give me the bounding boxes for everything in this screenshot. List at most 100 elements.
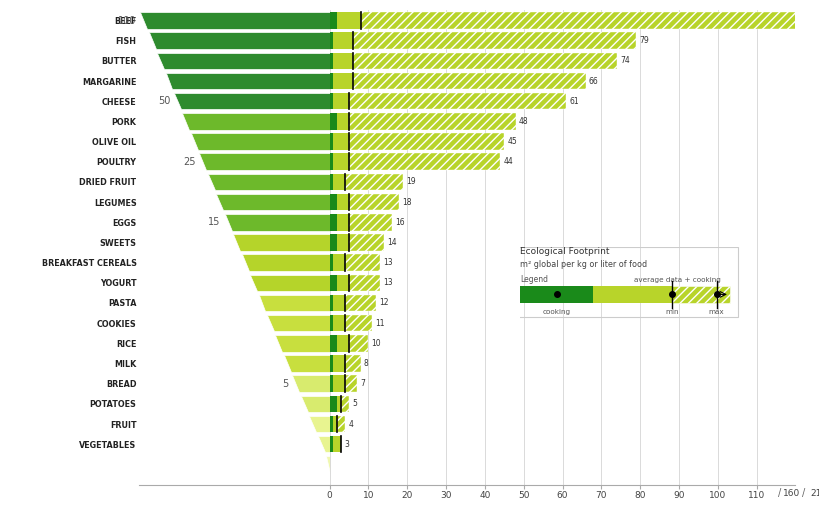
Bar: [329, 335, 337, 352]
Polygon shape: [174, 93, 329, 109]
Bar: [329, 93, 333, 109]
Bar: [337, 416, 345, 432]
Bar: [333, 436, 341, 452]
Bar: [345, 376, 356, 392]
Bar: [360, 12, 819, 29]
Bar: [329, 315, 333, 331]
Bar: [329, 395, 337, 412]
Bar: [329, 295, 333, 311]
Text: 7: 7: [360, 379, 364, 388]
Bar: [329, 133, 333, 150]
Text: 5: 5: [282, 379, 288, 389]
Text: 14: 14: [387, 238, 396, 247]
Bar: [329, 113, 337, 130]
Text: 15: 15: [208, 217, 220, 227]
Text: 160: 160: [782, 489, 799, 498]
Text: /: /: [777, 488, 781, 498]
Polygon shape: [191, 133, 329, 150]
Text: 11: 11: [375, 319, 384, 328]
Bar: [337, 335, 349, 352]
Text: 12: 12: [379, 299, 388, 307]
Bar: [333, 295, 345, 311]
Bar: [329, 214, 337, 230]
Bar: [352, 32, 636, 49]
Polygon shape: [140, 12, 329, 29]
Text: 3: 3: [344, 440, 349, 449]
Polygon shape: [216, 194, 329, 210]
Polygon shape: [148, 32, 329, 49]
Bar: [352, 53, 616, 69]
Bar: [345, 295, 376, 311]
Bar: [349, 133, 504, 150]
Text: 8: 8: [364, 359, 368, 368]
Bar: [329, 416, 333, 432]
Text: 13: 13: [382, 258, 392, 267]
Bar: [329, 234, 337, 251]
Bar: [337, 194, 349, 210]
Bar: [333, 254, 345, 271]
Bar: [329, 154, 333, 170]
Bar: [329, 436, 333, 452]
Bar: [349, 234, 383, 251]
Bar: [349, 335, 368, 352]
Text: 18: 18: [402, 197, 412, 207]
Polygon shape: [258, 295, 329, 311]
Bar: [349, 194, 399, 210]
Polygon shape: [317, 436, 329, 452]
Text: /: /: [800, 488, 803, 498]
Text: 45: 45: [507, 137, 517, 146]
Text: 25: 25: [183, 157, 195, 167]
Text: 13: 13: [382, 278, 392, 287]
Bar: [352, 73, 585, 89]
Bar: [329, 173, 333, 190]
Bar: [333, 173, 345, 190]
Bar: [329, 355, 333, 372]
Text: 74: 74: [619, 56, 629, 65]
Bar: [345, 315, 372, 331]
Bar: [333, 355, 345, 372]
Bar: [345, 173, 403, 190]
Text: 210: 210: [809, 489, 819, 498]
Bar: [345, 254, 379, 271]
Bar: [337, 234, 349, 251]
Polygon shape: [275, 335, 329, 352]
Bar: [329, 376, 333, 392]
Bar: [337, 12, 360, 29]
Bar: [333, 416, 337, 432]
Text: 4: 4: [348, 419, 353, 428]
Text: 66: 66: [588, 77, 598, 85]
Text: 48: 48: [518, 117, 528, 126]
Bar: [329, 32, 333, 49]
Text: 79: 79: [639, 36, 649, 45]
Bar: [329, 254, 333, 271]
Bar: [349, 113, 515, 130]
Text: 16: 16: [394, 218, 404, 227]
Bar: [333, 376, 345, 392]
Polygon shape: [283, 355, 329, 372]
Polygon shape: [165, 73, 329, 89]
Text: 10: 10: [371, 339, 381, 348]
Text: 5: 5: [351, 399, 356, 408]
Bar: [333, 53, 352, 69]
Text: 44: 44: [503, 157, 513, 166]
Bar: [333, 154, 349, 170]
Bar: [333, 315, 345, 331]
Bar: [349, 275, 379, 291]
Bar: [349, 154, 500, 170]
Bar: [337, 275, 349, 291]
Text: 50: 50: [157, 96, 170, 106]
Bar: [341, 395, 349, 412]
Polygon shape: [233, 234, 329, 251]
Bar: [333, 32, 352, 49]
Polygon shape: [242, 254, 329, 271]
Bar: [329, 12, 337, 29]
Polygon shape: [157, 53, 329, 69]
Bar: [329, 275, 337, 291]
Text: 61: 61: [568, 97, 578, 106]
Text: 100: 100: [118, 16, 136, 26]
Text: 19: 19: [406, 178, 415, 187]
Polygon shape: [292, 376, 329, 392]
Polygon shape: [207, 173, 329, 190]
Polygon shape: [301, 395, 329, 412]
Polygon shape: [224, 214, 329, 230]
